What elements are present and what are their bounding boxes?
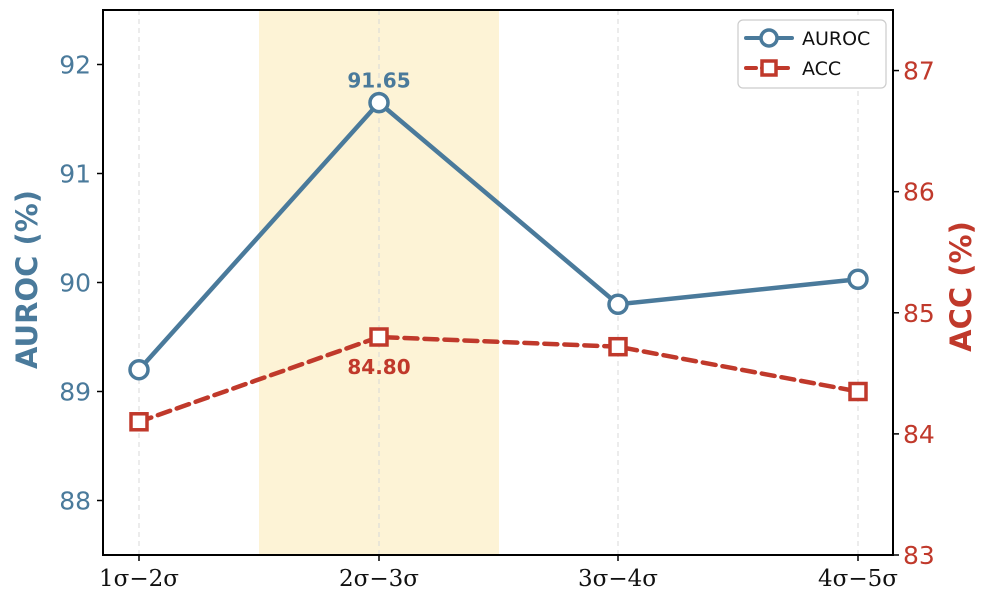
acc-point <box>129 412 149 432</box>
right-tick-label: 84 <box>903 420 935 449</box>
acc-point <box>848 381 868 402</box>
acc-point <box>608 336 628 357</box>
x-tick-label: 1σ−2σ <box>99 566 179 592</box>
acc-series-line <box>136 334 861 425</box>
x-tick-label: 2σ−3σ <box>339 566 419 592</box>
left-axis-title: AUROC (%) <box>10 190 44 369</box>
series-layer <box>128 91 869 432</box>
auroc-point <box>128 358 150 381</box>
legend-acc-label: ACC <box>802 58 841 80</box>
left-tick-label: 88 <box>59 487 91 516</box>
acc-data-label: 84.80 <box>347 355 410 379</box>
left-tick-label: 90 <box>59 269 91 298</box>
left-tick-label: 91 <box>59 160 91 189</box>
legend-auroc-marker <box>759 28 779 48</box>
x-tick-label: 4σ−5σ <box>818 566 898 592</box>
right-tick-label: 83 <box>903 541 935 570</box>
right-tick-label: 85 <box>903 299 935 328</box>
left-tick-label: 92 <box>59 51 91 80</box>
right-tick-label: 87 <box>903 57 935 86</box>
data-label-layer: 91.65 84.80 <box>347 69 410 379</box>
left-tick-label: 89 <box>59 378 91 407</box>
legend-auroc-label: AUROC <box>802 28 870 50</box>
auroc-data-label: 91.65 <box>347 69 410 93</box>
acc-point <box>369 327 389 347</box>
right-axis-title: ACC (%) <box>944 221 978 352</box>
auroc-point <box>847 268 869 290</box>
auroc-point <box>607 293 629 316</box>
legend-acc-marker <box>760 59 778 77</box>
axis-layer: 1σ−2σ 2σ−3σ 3σ−4σ 4σ−5σ 88 89 90 91 92 83 84 85 86 87… <box>10 51 978 593</box>
right-tick-label: 86 <box>903 178 935 207</box>
auroc-point <box>368 91 390 114</box>
auroc-series-line <box>136 100 861 372</box>
legend: AUROC ACC <box>737 19 887 89</box>
x-tick-label: 3σ−4σ <box>578 566 658 592</box>
